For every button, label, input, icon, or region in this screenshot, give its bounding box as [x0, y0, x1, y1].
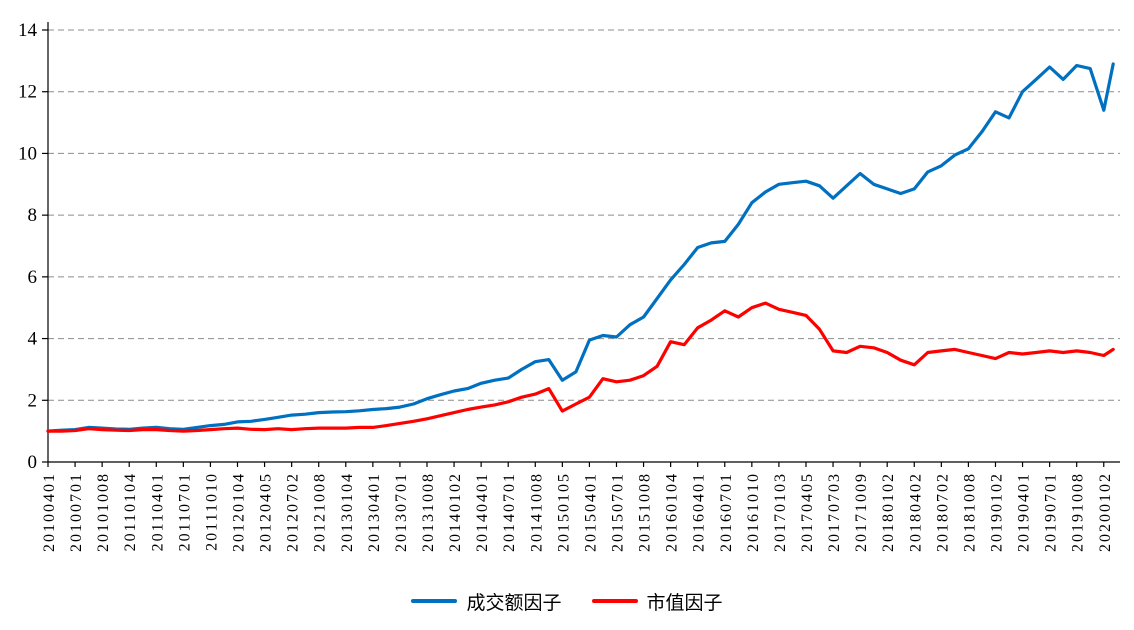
line-chart: 0 2 4 6 8 10 12 14 20100401 20100701 20101008 20110… — [18, 20, 1120, 552]
x-axis-label: 20170103 — [772, 472, 789, 552]
x-axis-label: 20181008 — [961, 472, 978, 552]
legend-item-market-cap-factor: 市值因子 — [591, 588, 723, 615]
x-axis-label: 20120104 — [230, 472, 247, 552]
legend-label-market-cap: 市值因子 — [646, 592, 723, 614]
x-axis-label: 20180702 — [934, 472, 951, 552]
x-axis-label: 20130401 — [366, 472, 383, 552]
x-axis-label: 20161010 — [745, 472, 762, 552]
x-axis-label: 20121008 — [312, 472, 329, 552]
x-axis-label: 20150401 — [582, 472, 599, 552]
y-axis-label: 0 — [28, 452, 38, 473]
x-axis-label: 20131008 — [420, 472, 437, 552]
x-axis-label: 20200102 — [1097, 472, 1114, 552]
x-axis-label: 20101008 — [95, 472, 112, 552]
series-line-market-cap-factor — [46, 301, 1115, 433]
x-axis-label: 20111010 — [203, 472, 220, 551]
y-axis-label: 8 — [28, 205, 38, 226]
y-axis-label: 2 — [28, 390, 38, 411]
x-axis-label: 20110104 — [122, 472, 139, 551]
y-axis-label: 14 — [18, 20, 38, 41]
x-axis-label: 20160701 — [718, 472, 735, 552]
legend-line-sample-market-cap — [591, 599, 638, 603]
x-axis-label: 20191008 — [1070, 472, 1087, 552]
x-axis-label: 20180102 — [880, 472, 897, 552]
x-axis-label: 20120702 — [285, 472, 302, 552]
x-axis-label: 20100401 — [41, 472, 58, 552]
x-axis-label: 20170405 — [799, 472, 816, 552]
x-axis-label: 20110701 — [176, 472, 193, 551]
x-axis-label: 20100701 — [68, 472, 85, 552]
x-axis-label: 20180402 — [907, 472, 924, 552]
x-axis-label: 20190401 — [1016, 472, 1033, 552]
x-axis-label: 20110401 — [149, 472, 166, 551]
x-axis-label: 20151008 — [637, 472, 654, 552]
x-axis-label: 20120405 — [258, 472, 275, 552]
x-axis-label: 20140401 — [474, 472, 491, 552]
y-axis-label: 10 — [18, 143, 37, 164]
x-axis-label: 20160401 — [691, 472, 708, 552]
legend-label-turnover: 成交额因子 — [466, 592, 562, 614]
legend-item-turnover-factor: 成交额因子 — [411, 588, 562, 615]
x-axis-label: 20170703 — [826, 472, 843, 552]
x-axis-label: 20190102 — [988, 472, 1005, 552]
y-axis-label: 12 — [18, 82, 37, 103]
x-axis-label: 20140701 — [501, 472, 518, 552]
chart-legend: 成交额因子 市值因子 — [0, 572, 1134, 630]
x-axis-label: 20160104 — [664, 472, 681, 552]
x-axis-label: 20130104 — [339, 472, 356, 552]
legend-line-sample-turnover — [411, 599, 458, 603]
x-axis-label: 20141008 — [528, 472, 545, 552]
x-axis-label: 20171009 — [853, 472, 870, 552]
x-axis-label: 20150701 — [609, 472, 626, 552]
x-axis-label: 20140102 — [447, 472, 464, 552]
y-axis-label: 6 — [28, 267, 38, 288]
x-axis-label: 20150105 — [555, 472, 572, 552]
x-axis-label: 20130701 — [393, 472, 410, 552]
x-axis-label: 20190701 — [1043, 472, 1060, 552]
y-axis-label: 4 — [28, 329, 38, 350]
series-line-turnover-factor — [46, 62, 1115, 433]
